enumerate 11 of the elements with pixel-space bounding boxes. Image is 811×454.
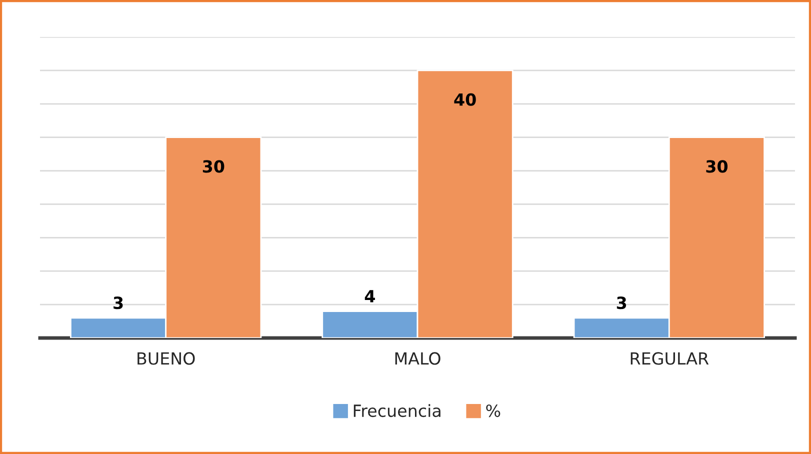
data-label: 4 [364,290,375,302]
data-label: 30 [706,160,728,173]
data-label: 3 [616,296,626,310]
legend-label: % [486,404,500,418]
x-tick-label: REGULAR [630,352,709,365]
x-tick-label: MALO [395,352,440,365]
data-label: 40 [454,93,476,106]
data-label: 3 [114,296,123,310]
x-tick-label: BUENO [138,352,195,365]
legend-label: Frecuencia [354,404,440,418]
data-label: 30 [202,160,224,173]
